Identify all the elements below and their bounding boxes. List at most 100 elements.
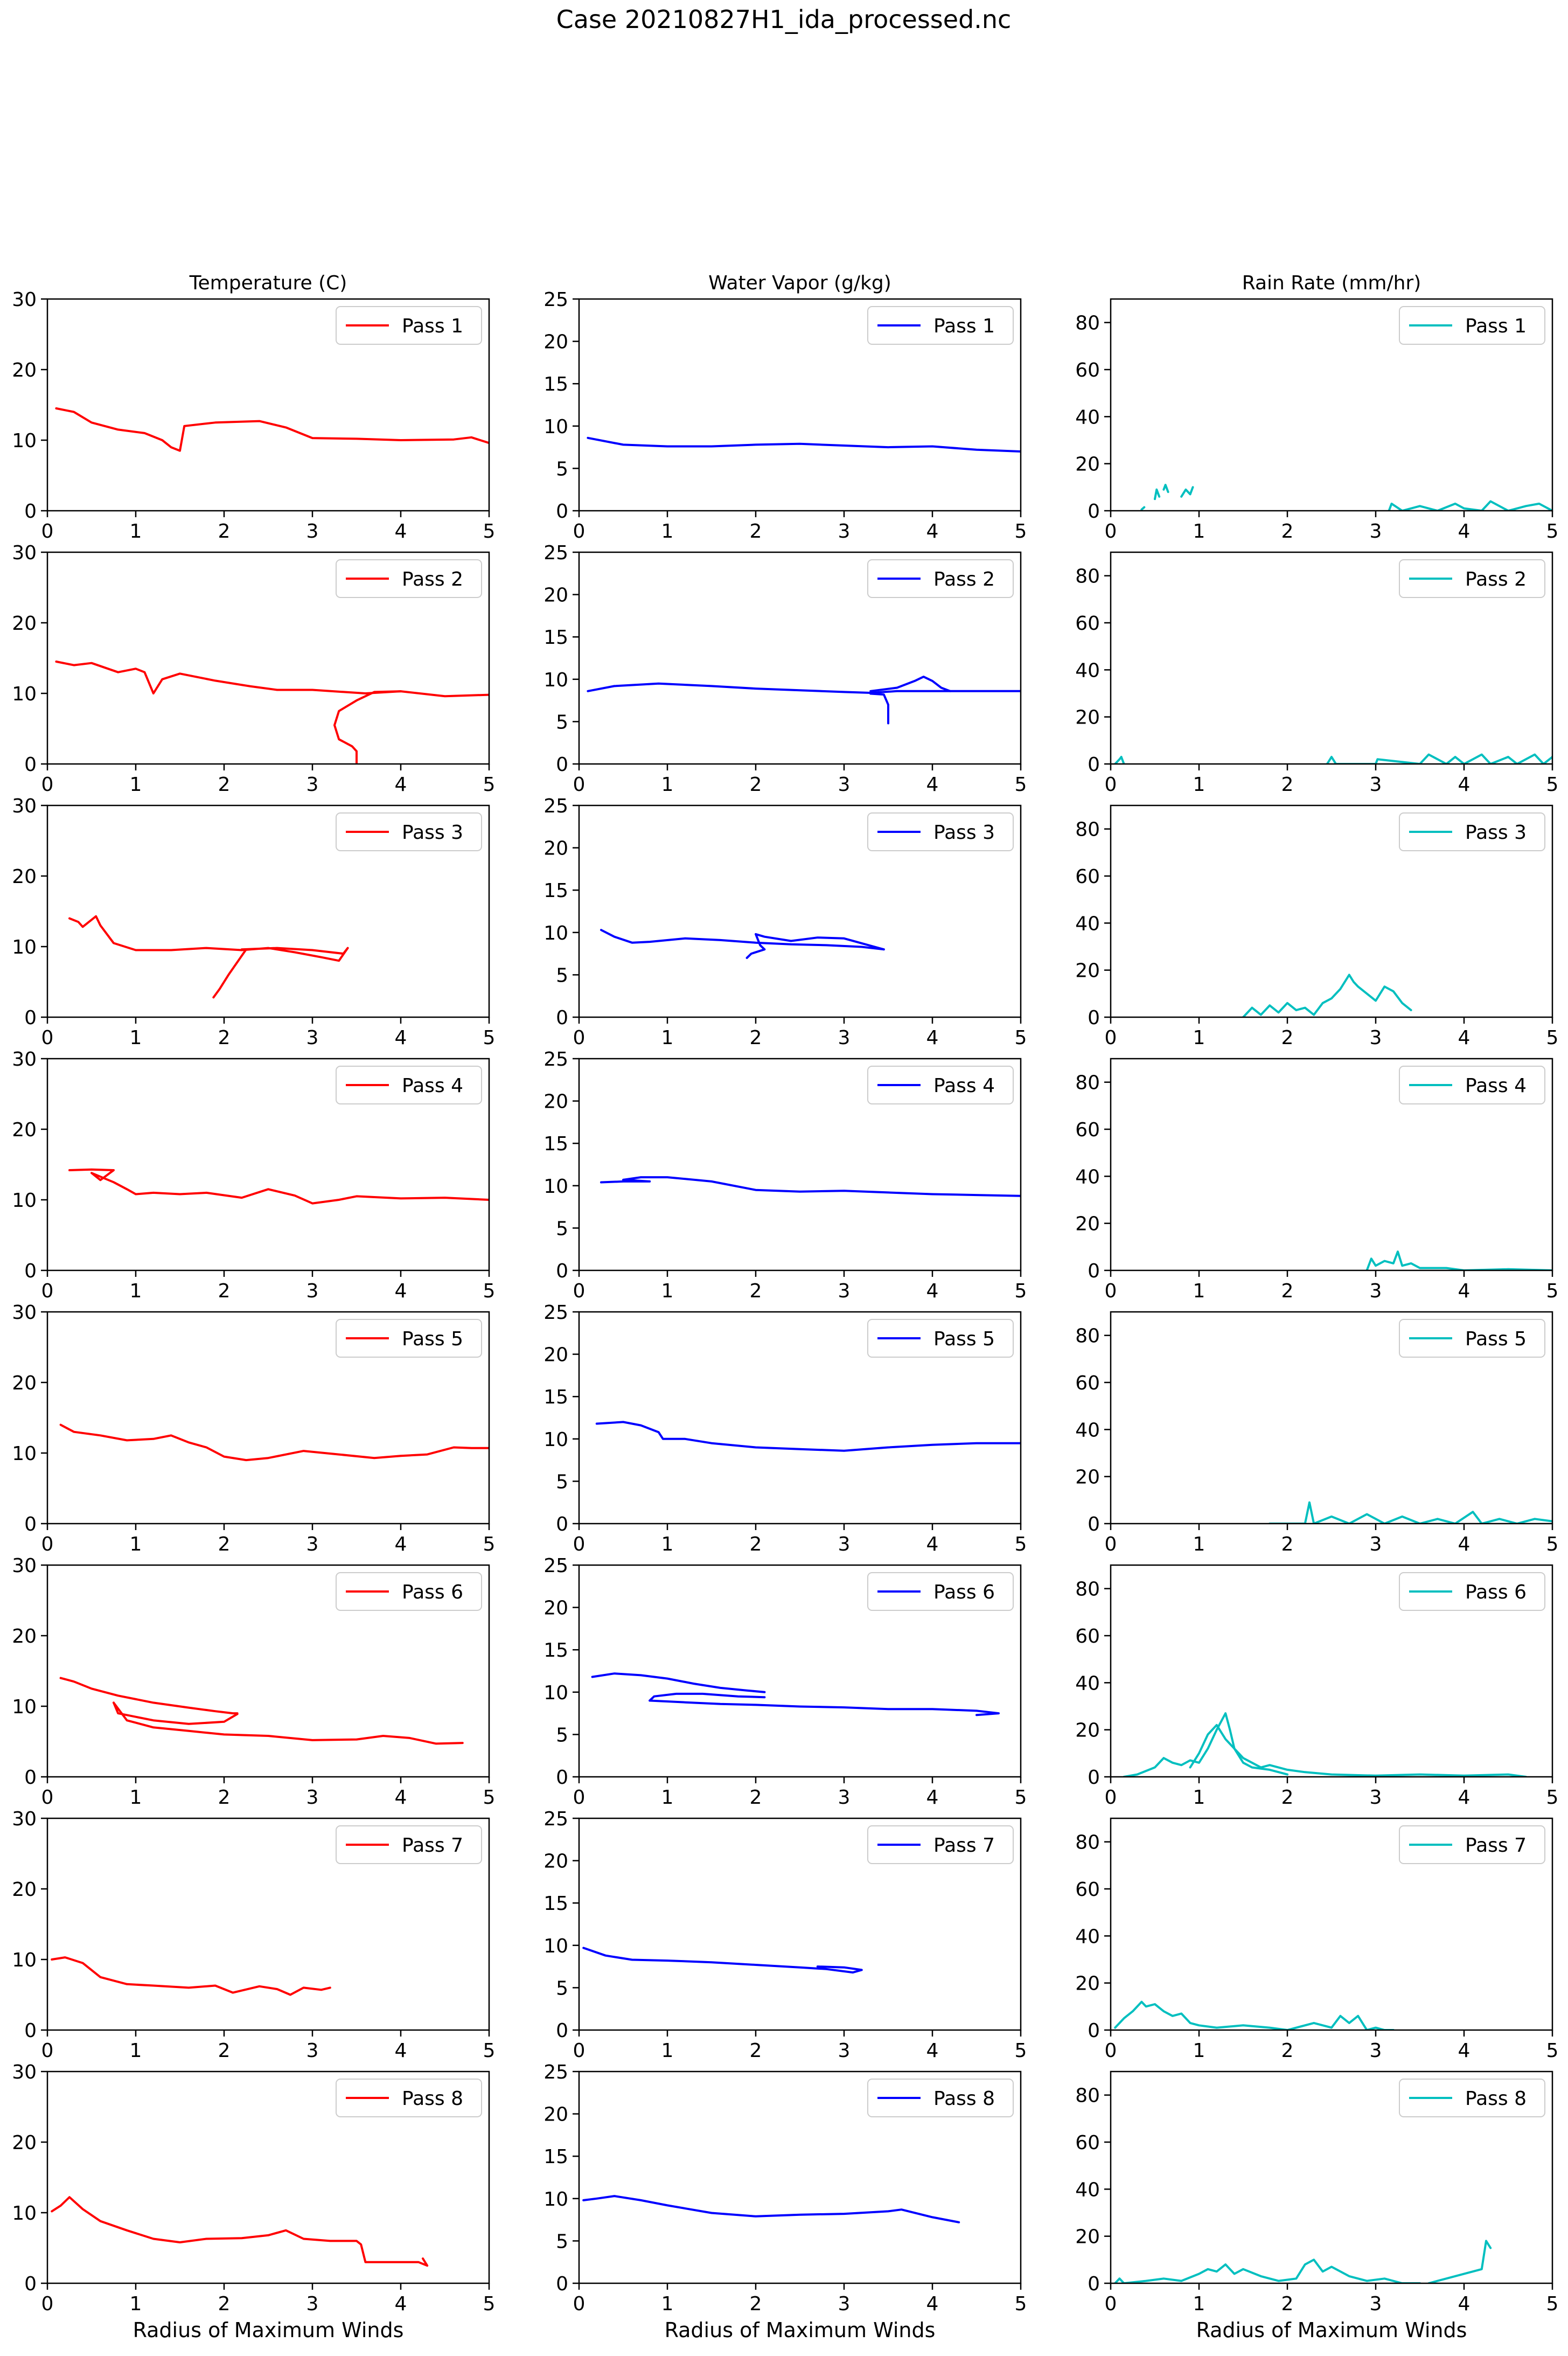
- legend-label: Pass 2: [933, 568, 995, 590]
- x-tick-label: 3: [838, 1787, 851, 1809]
- axes-frame: [46, 1058, 490, 1271]
- x-tick-label: 5: [1546, 520, 1559, 543]
- x-axis-label: Radius of Maximum Winds: [665, 2318, 936, 2342]
- series-line: [582, 1947, 863, 1974]
- series-line: [1269, 1501, 1552, 1524]
- axes-frame: [46, 804, 490, 1018]
- series-line: [1114, 755, 1125, 764]
- x-tick-label: 4: [926, 1787, 939, 1809]
- legend-label: Pass 4: [933, 1075, 995, 1097]
- x-tick-label: 5: [483, 774, 496, 796]
- subplot: 0 1 2 3 4 5 0 5 10 15 20 25 Pass 1: [543, 289, 1027, 543]
- legend-label: Pass 3: [933, 822, 995, 844]
- subplot: 0 1 2 3 4 5 0 5 10 15 20 25 Pass 2: [543, 542, 1027, 796]
- y-tick-label: 40: [1075, 1926, 1100, 1948]
- legend-box: [336, 2079, 482, 2117]
- x-tick-label: 0: [1105, 774, 1117, 796]
- subplot: 0 1 2 3 4 5 0 20 40 60 80 Pass 7: [1075, 1817, 1558, 2062]
- x-tick-label: 0: [573, 1533, 586, 1555]
- y-tick-label: 40: [1075, 1166, 1100, 1188]
- x-tick-label: 5: [483, 2293, 496, 2315]
- y-tick-label: 5: [556, 1218, 568, 1240]
- x-tick-label: 5: [1546, 1533, 1559, 1555]
- x-tick-label: 3: [838, 1280, 851, 1302]
- x-tick-label: 0: [41, 2040, 54, 2062]
- subplot: 0 1 2 3 4 5 0 20 40 60 80 Pass 1: [1075, 298, 1559, 543]
- y-tick-label: 0: [24, 1260, 37, 1282]
- y-tick-label: 0: [556, 1260, 568, 1282]
- legend-label: Pass 8: [933, 2088, 995, 2110]
- x-tick-label: 0: [1105, 2040, 1117, 2062]
- legend-box: [1399, 1825, 1545, 1864]
- series-line: [1162, 484, 1169, 494]
- legend-label: Pass 3: [402, 822, 463, 844]
- x-tick-label: 0: [1105, 1787, 1117, 1809]
- y-tick-label: 20: [1075, 707, 1100, 729]
- y-tick-label: 80: [1075, 1832, 1100, 1854]
- series-line: [55, 661, 489, 698]
- y-tick-label: 10: [12, 1190, 37, 1212]
- x-tick-label: 4: [395, 520, 407, 543]
- y-tick-label: 80: [1075, 1325, 1100, 1347]
- y-tick-label: 15: [543, 1893, 568, 1915]
- x-tick-label: 0: [41, 1533, 54, 1555]
- y-tick-label: 25: [543, 2061, 568, 2083]
- x-tick-label: 2: [750, 774, 762, 796]
- x-tick-label: 2: [750, 1787, 762, 1809]
- x-tick-label: 3: [1370, 2040, 1382, 2062]
- legend-box: [867, 306, 1014, 345]
- y-tick-label: 60: [1075, 359, 1100, 381]
- series-line: [1123, 1712, 1527, 1777]
- x-tick-label: 1: [661, 774, 674, 796]
- legend-label: Pass 7: [402, 1834, 463, 1857]
- y-tick-label: 25: [543, 1048, 568, 1071]
- legend-label: Pass 1: [933, 315, 995, 337]
- x-tick-label: 3: [306, 1280, 319, 1302]
- y-tick-label: 40: [1075, 659, 1100, 682]
- x-tick-label: 5: [1015, 2293, 1027, 2315]
- series-line: [1189, 1723, 1288, 1776]
- x-tick-label: 3: [1370, 1027, 1382, 1049]
- legend: Pass 6: [1399, 1572, 1545, 1611]
- y-tick-label: 0: [556, 2020, 568, 2042]
- x-tick-label: 1: [130, 2040, 142, 2062]
- x-tick-label: 3: [838, 2293, 851, 2315]
- subplot: 0 1 2 3 4 5 0 10 20 30 Pass 1: [12, 289, 495, 543]
- series-line: [600, 929, 885, 951]
- legend-box: [867, 1572, 1014, 1611]
- y-tick-label: 60: [1075, 1372, 1100, 1394]
- legend-box: [1399, 1066, 1545, 1104]
- x-tick-label: 5: [483, 520, 496, 543]
- axes-frame: [46, 298, 490, 512]
- x-tick-label: 0: [41, 2293, 54, 2315]
- x-tick-label: 1: [130, 1533, 142, 1555]
- y-tick-label: 40: [1075, 406, 1100, 428]
- x-tick-label: 2: [1281, 1280, 1294, 1302]
- x-tick-label: 4: [395, 774, 407, 796]
- y-tick-label: 0: [1088, 501, 1100, 523]
- legend: Pass 6: [336, 1572, 482, 1611]
- legend-box: [1399, 812, 1545, 851]
- x-tick-label: 3: [306, 1533, 319, 1555]
- x-tick-label: 5: [1015, 1533, 1027, 1555]
- x-tick-label: 4: [395, 2040, 407, 2062]
- y-tick-label: 0: [24, 2020, 37, 2042]
- y-tick-label: 40: [1075, 913, 1100, 935]
- y-tick-label: 80: [1075, 819, 1100, 841]
- legend-label: Pass 2: [402, 568, 463, 590]
- y-tick-label: 10: [12, 936, 37, 958]
- legend-box: [867, 1319, 1014, 1358]
- axes-frame: [46, 2070, 490, 2284]
- x-tick-label: 1: [661, 520, 674, 543]
- x-tick-label: 2: [218, 1533, 231, 1555]
- subplot: 0 1 2 3 4 5 0 5 10 15 20 25 Pass 3: [543, 795, 1027, 1049]
- x-tick-label: 1: [130, 1027, 142, 1049]
- axes-frame: [578, 298, 1022, 512]
- x-tick-label: 1: [661, 2040, 674, 2062]
- y-tick-label: 10: [12, 1443, 37, 1465]
- series-line: [745, 933, 885, 959]
- series-line: [55, 407, 489, 452]
- x-tick-label: 5: [1015, 520, 1027, 543]
